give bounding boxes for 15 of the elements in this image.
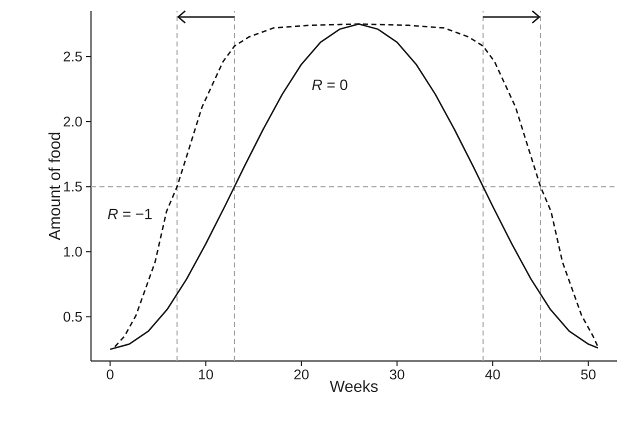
x-axis-title: Weeks [330,380,378,392]
y-tick-label: 2.0 [64,116,82,127]
y-tick-label: 1.5 [64,182,82,192]
y-tick-label: 1.0 [64,246,82,257]
x-tick-label: 10 [199,370,213,380]
y-axis-title: Amount of food [48,132,60,240]
x-tick-label: 0 [106,370,114,380]
x-tick-label: 30 [390,370,404,380]
y-tick-label: 0.5 [64,312,82,322]
x-tick-label: 40 [485,370,500,380]
annotation: R = 0 [312,80,348,90]
annotation: R = −1 [108,208,152,220]
x-tick-label: 20 [294,370,309,380]
y-tick-label: 2.5 [64,52,82,62]
x-tick-label: 50 [581,370,596,380]
